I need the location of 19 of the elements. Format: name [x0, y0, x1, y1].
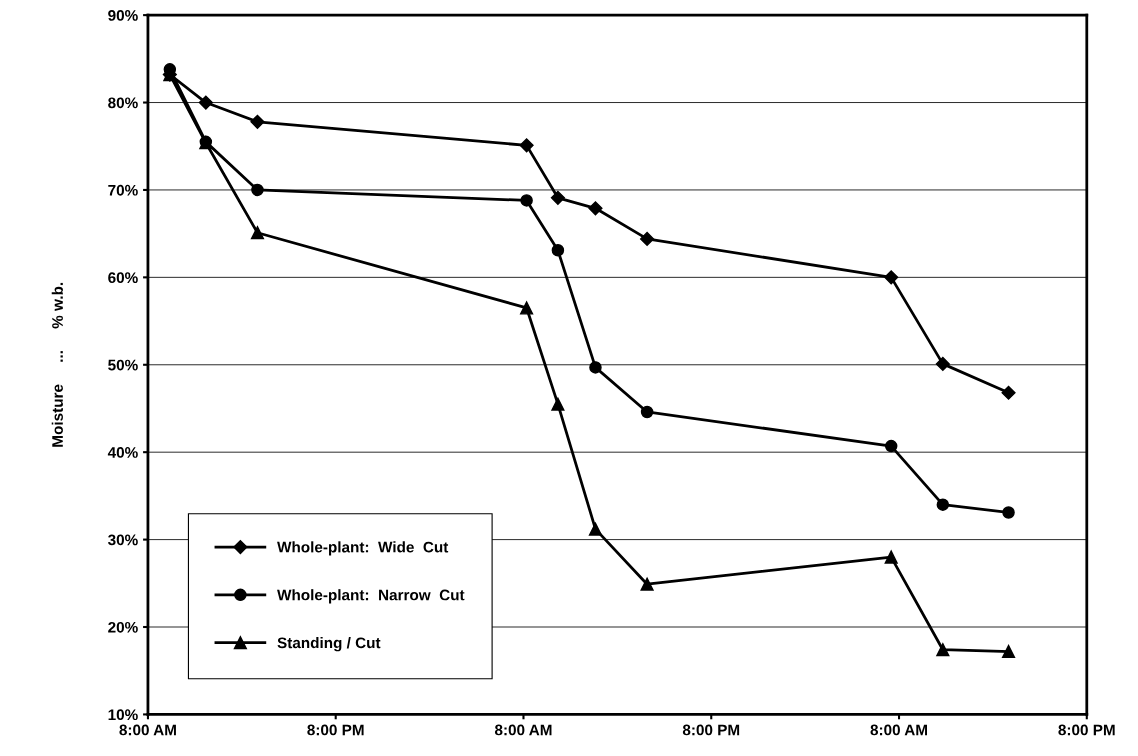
y-tick-label: 30%: [107, 534, 138, 546]
x-tick-label: 8:00 PM: [307, 724, 364, 736]
y-tick-label: 50%: [108, 359, 138, 371]
y-axis-title: Moisture ... % w.b.: [51, 282, 63, 447]
legend-label: Whole-plant: Wide Cut: [277, 541, 449, 556]
y-tick-label: 10%: [108, 709, 138, 721]
y-tick-label: 20%: [108, 621, 138, 633]
x-tick-label: 8:00 PM: [1058, 724, 1115, 736]
x-tick-label: 8:00 PM: [682, 724, 740, 736]
y-tick-label: 70%: [108, 184, 138, 196]
legend-label: Whole-plant: Narrow Cut: [277, 589, 465, 604]
y-tick-label: 40%: [107, 447, 138, 458]
legend-label: Standing / Cut: [277, 637, 381, 652]
x-tick-label: 8:00 AM: [119, 724, 176, 736]
x-tick-label: 8:00 AM: [870, 724, 927, 736]
y-tick-label: 80%: [108, 97, 138, 109]
y-tick-label: 90%: [108, 9, 138, 21]
y-tick-label: 60%: [108, 272, 138, 284]
x-tick-label: 8:00 AM: [494, 724, 552, 736]
